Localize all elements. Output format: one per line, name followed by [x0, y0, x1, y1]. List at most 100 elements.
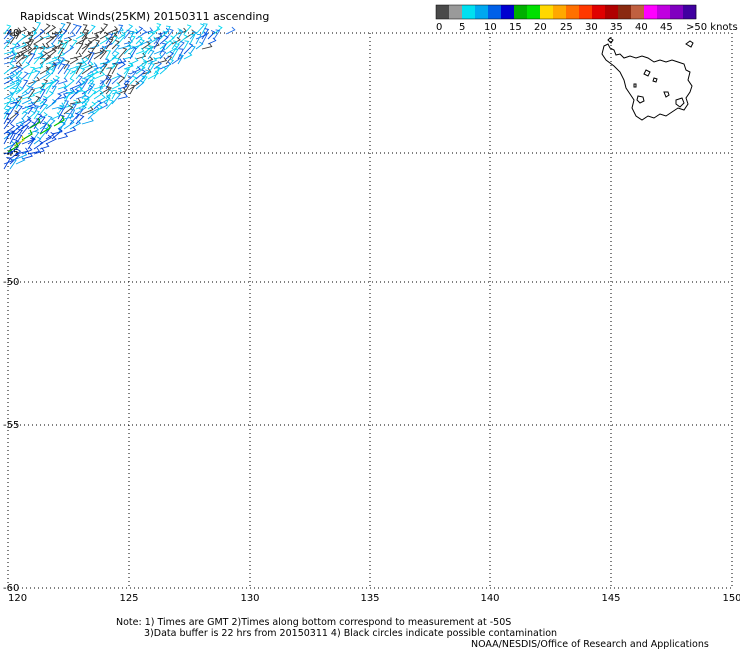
wind-barb: [93, 90, 104, 100]
legend-label: 0: [436, 22, 442, 33]
wind-barb: [147, 70, 159, 80]
wind-barb: [129, 66, 142, 75]
wind-barb: [105, 86, 112, 95]
wind-speed-legend: 0 5 10 15 20 25 30 35 40 45 >50 knots: [435, 4, 738, 33]
wind-barb: [3, 71, 15, 80]
legend-label: 5: [459, 22, 465, 33]
wind-barb: [159, 35, 169, 45]
wind-barb: [39, 43, 50, 50]
wind-barb: [33, 118, 41, 130]
wind-barb: [39, 121, 49, 130]
wind-barb: [9, 101, 18, 115]
wind-barb: [9, 42, 21, 50]
wind-barb: [9, 86, 21, 95]
wind-barb: [93, 82, 106, 90]
wind-barb: [29, 117, 41, 129]
wind-barb: [201, 28, 210, 40]
wind-barb: [135, 69, 146, 80]
wind-barb: [15, 53, 26, 65]
wind-barb: [39, 115, 46, 125]
wind-barb: [117, 34, 126, 45]
wind-barb: [3, 76, 14, 85]
wind-barb: [177, 54, 184, 65]
wind-barb: [63, 89, 75, 100]
wind-barb: [183, 40, 190, 50]
wind-barb: [3, 157, 14, 165]
wind-barb: [45, 79, 55, 90]
wind-barb: [69, 70, 77, 80]
wind-barb: [93, 85, 104, 95]
wind-barb: [141, 41, 151, 50]
wind-barb: [111, 43, 120, 55]
wind-barb: [21, 54, 30, 65]
wind-barb: [69, 56, 79, 65]
legend-label: 40: [635, 22, 648, 33]
wind-barb: [15, 128, 23, 140]
wind-barb: [3, 29, 12, 40]
wind-barb: [21, 51, 33, 60]
wind-barb: [3, 132, 11, 145]
wind-barb: [99, 63, 108, 75]
wind-barb: [81, 43, 90, 55]
wind-barb: [69, 23, 78, 35]
wind-barb: [63, 44, 75, 55]
wind-barb: [105, 32, 118, 40]
wind-barb: [165, 58, 174, 70]
wind-barb: [33, 140, 44, 150]
wind-barb: [15, 76, 24, 85]
wind-barb: [3, 63, 15, 75]
wind-barb: [63, 40, 70, 50]
wind-barb: [165, 51, 175, 60]
wind-barb: [141, 45, 153, 55]
wind-barb: [27, 38, 35, 50]
wind-barb: [21, 101, 35, 110]
wind-barb: [75, 101, 88, 110]
wind-barb: [15, 117, 25, 125]
wind-barb: [45, 90, 54, 100]
wind-barb: [117, 31, 126, 40]
wind-barb: [3, 105, 12, 115]
wind-barb: [57, 133, 69, 140]
wind-barb: [75, 31, 85, 40]
wind-barb: [141, 75, 148, 85]
wind-barb: [177, 30, 184, 40]
wind-barb: [111, 57, 120, 70]
wind-barb: [57, 121, 65, 135]
latitude-label: -50: [3, 277, 19, 288]
wind-barb: [213, 29, 221, 40]
wind-barb: [75, 25, 82, 35]
wind-barb: [39, 58, 46, 70]
wind-barb: [147, 56, 158, 65]
wind-barb: [9, 62, 23, 70]
wind-barb: [9, 87, 18, 100]
wind-barb: [39, 66, 51, 75]
wind-barb: [63, 100, 70, 110]
wind-barb: [75, 42, 84, 55]
wind-barb: [15, 151, 28, 160]
wind-barb: [9, 110, 19, 120]
longitude-label: 130: [240, 593, 259, 604]
wind-barb: [21, 115, 32, 125]
wind-barb: [39, 134, 52, 145]
wind-barb: [33, 87, 44, 95]
wind-barb: [9, 27, 22, 35]
wind-barb: [15, 99, 22, 110]
legend-swatch: [618, 5, 632, 19]
wind-barb: [9, 158, 17, 170]
wind-barb: [135, 38, 145, 50]
wind-barb: [81, 39, 93, 50]
wind-barb: [165, 28, 174, 40]
wind-barb: [153, 67, 161, 80]
wind-barb: [87, 52, 95, 65]
wind-barb: [63, 78, 75, 90]
wind-barb: [39, 98, 48, 110]
wind-barb: [99, 49, 108, 60]
wind-barb: [69, 52, 83, 60]
wind-barb: [99, 102, 109, 110]
wind-barb: [27, 86, 34, 95]
wind-barb: [33, 21, 42, 35]
wind-barb: [171, 28, 183, 40]
wind-barb: [27, 66, 35, 80]
wind-barb: [147, 63, 155, 75]
